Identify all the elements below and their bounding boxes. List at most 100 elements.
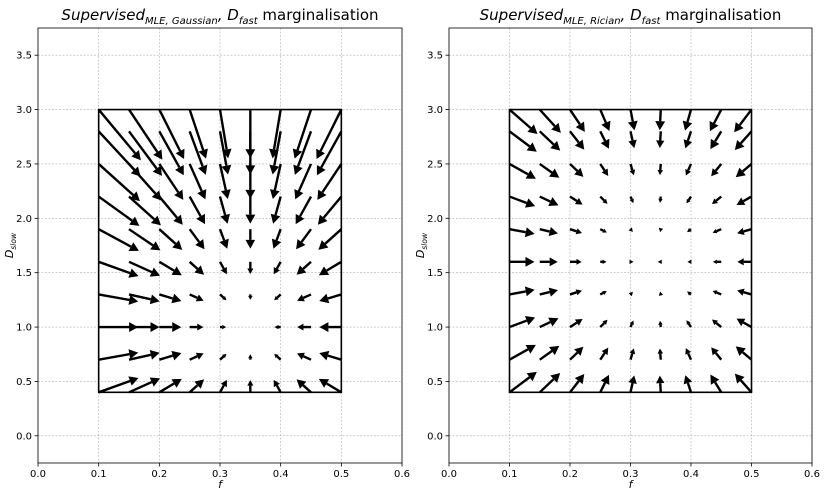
vector-arrow-head [319, 350, 330, 361]
vector-arrow-head [152, 165, 163, 176]
vector-arrow [97, 195, 140, 226]
vector-arrow-head [221, 164, 232, 175]
vector-arrow [569, 228, 582, 235]
vector-arrow-head [222, 295, 227, 301]
vector-arrow-shaft [714, 130, 723, 143]
vector-arrow-shaft [716, 228, 722, 233]
vector-arrow [655, 109, 666, 131]
vector-arrow-shaft [629, 163, 634, 171]
title-subscript-2: fast [642, 16, 662, 27]
vector-arrow-head [220, 266, 227, 275]
vector-arrow [158, 228, 183, 250]
vector-arrow [736, 195, 753, 205]
vector-arrow-head [296, 265, 307, 275]
vector-arrow-shaft [715, 195, 723, 202]
vector-arrow-head [600, 138, 610, 149]
vector-arrow-head [220, 379, 227, 388]
vector-arrow [710, 130, 723, 150]
x-tick-label: 0.3 [623, 469, 639, 480]
vector-arrow-shaft [218, 131, 228, 166]
vector-arrow-shaft [128, 108, 159, 153]
vector-arrow-head [221, 148, 232, 159]
vector-arrow [629, 259, 634, 265]
vector-arrow-head [130, 166, 141, 177]
vector-arrow-shaft [158, 163, 180, 194]
vector-arrow-shaft [539, 162, 553, 174]
vector-arrow [509, 195, 536, 208]
vector-arrow-head [712, 228, 718, 234]
vector-arrow [629, 320, 634, 328]
vector-arrow-head [628, 291, 633, 297]
vector-arrow [294, 163, 313, 200]
vector-arrow-head [574, 346, 584, 356]
vector-arrow-head [687, 227, 692, 233]
vector-arrow [220, 324, 227, 330]
vector-arrow-head [737, 288, 745, 296]
vector-arrow-shaft [599, 228, 604, 232]
vector-arrow-head [710, 374, 720, 385]
vector-arrow-head [575, 289, 582, 296]
vector-arrow-head [549, 257, 558, 267]
vector-arrow [570, 258, 582, 265]
vector-arrow [296, 228, 312, 250]
vector-arrow-shaft [569, 108, 581, 126]
vector-arrow-head [317, 189, 327, 200]
vector-arrow [248, 354, 253, 360]
title-rest: marginalisation [660, 6, 781, 24]
vector-arrow [539, 257, 558, 267]
vector-arrow [274, 324, 281, 330]
vector-arrow-shaft [689, 228, 692, 231]
vector-arrow [274, 353, 282, 361]
vector-arrow-head [602, 319, 608, 325]
vector-arrow-shaft [98, 260, 131, 275]
vector-arrow-head [171, 350, 182, 361]
vector-arrow-head [316, 165, 326, 176]
vector-arrow-shaft [508, 108, 532, 130]
vector-arrow-head [524, 198, 536, 208]
vector-arrow-head [551, 122, 561, 133]
vector-arrow [658, 227, 664, 233]
vector-arrow [599, 163, 609, 176]
vector-arrow-shaft [712, 109, 723, 124]
vector-arrow [712, 290, 722, 296]
vector-field [97, 108, 343, 394]
vector-arrow-shaft [188, 130, 204, 167]
y-axis-label-subscript: slow [420, 232, 429, 250]
vector-arrow [629, 196, 634, 204]
vector-arrow-head [574, 318, 583, 326]
vector-arrow-shaft [687, 163, 693, 171]
vector-arrow [245, 196, 256, 224]
vector-arrow [189, 293, 204, 302]
vector-arrow [685, 163, 693, 176]
title-main: Supervised [480, 6, 564, 24]
vector-arrow [658, 196, 663, 203]
vector-arrow [98, 228, 139, 251]
vector-arrow-head [709, 121, 719, 132]
vector-arrow-shaft [629, 131, 634, 141]
vector-arrow-head [318, 266, 330, 276]
vector-arrow [569, 373, 585, 394]
vector-arrow-head [657, 169, 664, 176]
vector-arrow-head [174, 189, 184, 200]
vector-arrow-shaft [218, 261, 225, 270]
vector-arrow-shaft [569, 291, 577, 296]
vector-arrow [599, 228, 607, 233]
vector-arrow [188, 260, 205, 275]
vector-arrow-shaft [188, 260, 199, 270]
vector-arrow-head [171, 266, 182, 276]
vector-arrow [599, 374, 610, 393]
vector-arrow [569, 195, 583, 205]
vector-arrow-shaft [742, 195, 753, 203]
vector-arrow [319, 322, 342, 333]
vector-arrow-shaft [297, 163, 313, 192]
quiver-panel-gaussian: 0.0 0.1 0.2 0.3 0.4 0.5 0.6 0.0 0.5 1.0 1.5 2.0 2.5 3… [3, 6, 410, 491]
title-separator: , D [218, 6, 239, 24]
vector-arrow-head [627, 120, 638, 131]
vector-arrow-shaft [128, 260, 153, 274]
y-tick-label: 0.0 [16, 431, 32, 442]
vector-arrow-head [221, 189, 231, 200]
vector-arrow [158, 260, 182, 276]
vector-arrow [539, 317, 559, 329]
vector-arrow-head [316, 148, 326, 160]
vector-arrow [539, 195, 559, 207]
